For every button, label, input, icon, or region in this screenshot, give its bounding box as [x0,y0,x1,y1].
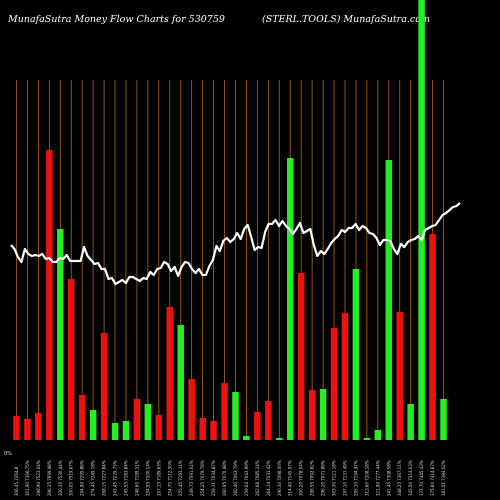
x-tick-label: 245.55 7183.84% [123,460,128,496]
bar-38 [418,0,425,440]
x-tick-label: 260.95 7070.98% [222,460,227,496]
x-tick-label: 254.55 7200.14% [145,460,150,496]
bar-5 [57,229,64,440]
bar-3 [35,413,42,440]
x-tick-label: 381.51 7384.52% [441,460,446,496]
x-tick-label: 254.75 7112.50% [167,460,172,496]
bar-29 [319,389,327,440]
bar-8 [89,410,97,440]
bar-19 [210,421,217,440]
bar-37 [407,404,414,440]
bar-9 [100,333,108,440]
x-tick-label: 372.70 7445.43% [419,460,424,496]
x-tick-label: 300.20 7078.04% [299,460,304,496]
bar-35 [385,160,393,440]
x-tick-label: 301.90 7366.75% [25,460,30,496]
x-tick-label: 300.05 7519.67% [69,460,74,496]
bar-13 [144,404,152,440]
bar-15 [166,307,174,440]
x-tick-label: 297.10 7131.49% [342,460,347,496]
bar-4 [46,150,53,440]
x-tick-label: 243.45 7229.73% [113,460,118,496]
bar-22 [243,436,250,440]
bar-1 [13,416,20,440]
x-tick-label: 294.90 7295.86% [80,460,85,496]
x-tick-label: 264.14 7031.42% [266,460,271,496]
x-tick-label: 321.90 7277.44% [375,460,380,496]
bar-12 [133,399,141,440]
x-tick-label: 314.40 7145.97% [288,460,293,496]
bars-group [13,0,447,440]
bar-6 [67,279,75,440]
chart-title: MunafaSutra Money Flow Charts for 530759 [8,14,225,25]
x-tick-label: 268.15 7227.84% [102,460,107,496]
bar-28 [308,390,316,440]
bar-11 [122,421,130,440]
bar-26 [286,158,294,440]
x-tick-label: 295.10 7194.97% [353,460,358,496]
x-tick-label: 254.25 7079.78% [200,460,205,496]
x-tick-label: 298.90 7523.04% [36,460,41,496]
x-tick-label: 249.75 7091.02% [189,460,194,496]
x-tick-label: 260.40 7063.79% [233,460,238,496]
x-tick-label: 306.45 7264.8 [14,466,19,496]
x-tick-label: 290.30 7098.00% [277,460,282,496]
bar-27 [297,273,305,440]
bar-25 [276,438,283,440]
bar-16 [177,325,184,440]
x-tick-label: 259.64 7043.99% [244,460,249,496]
x-tick-label: 257.15 7189.63% [156,460,161,496]
x-tick-label: 274.45 7249.18% [91,460,96,496]
x-tick-label: 296.35 7699.98% [47,460,52,496]
bar-40 [440,399,447,440]
bar-32 [352,269,360,440]
bar-24 [265,401,272,440]
bar-18 [199,418,206,440]
bar-31 [341,313,349,440]
x-tick-label: 303.30 7121.18% [332,460,337,496]
x-tick-label: 300.35 7530.44% [58,460,63,496]
x-tick-label: 296.20 7071.89% [321,460,326,496]
bar-36 [396,312,403,440]
bar-14 [155,415,163,440]
y-axis-marker: 0% [4,451,12,457]
x-tick-label: 345.50 7314.03% [408,460,413,496]
bar-39 [429,234,436,440]
x-tick-label: 248.60 7199.51% [134,460,139,496]
x-tick-label: 296.55 7092.62% [310,460,315,496]
bar-10 [111,423,119,440]
x-tick-label: 375.60 7414.67% [430,460,435,496]
bar-30 [330,328,338,440]
x-tick-label: 313.60 7208.18% [364,460,369,496]
x-tick-label: 341.45 7308.58% [386,460,391,496]
x-axis-labels: 306.45 7264.8 301.90 7366.75% 298.90 7523.… [14,460,446,496]
x-tick-label: 262.68 7085.24% [255,460,260,496]
bar-33 [363,438,371,440]
price-line [10,202,461,286]
bar-2 [24,419,31,440]
bar-23 [254,412,261,440]
bar-20 [221,383,228,440]
bar-7 [78,395,86,440]
bar-34 [374,430,382,440]
chart-subtitle: (STERL.TOOLS) MunafaSutra.com [262,14,430,25]
bar-21 [232,392,239,440]
x-tick-label: 255.45 7193.11% [178,460,183,496]
bar-17 [188,379,195,440]
x-tick-label: 259.11 7034.87% [211,460,216,496]
x-tick-label: 348.25 7367.11% [397,460,402,496]
